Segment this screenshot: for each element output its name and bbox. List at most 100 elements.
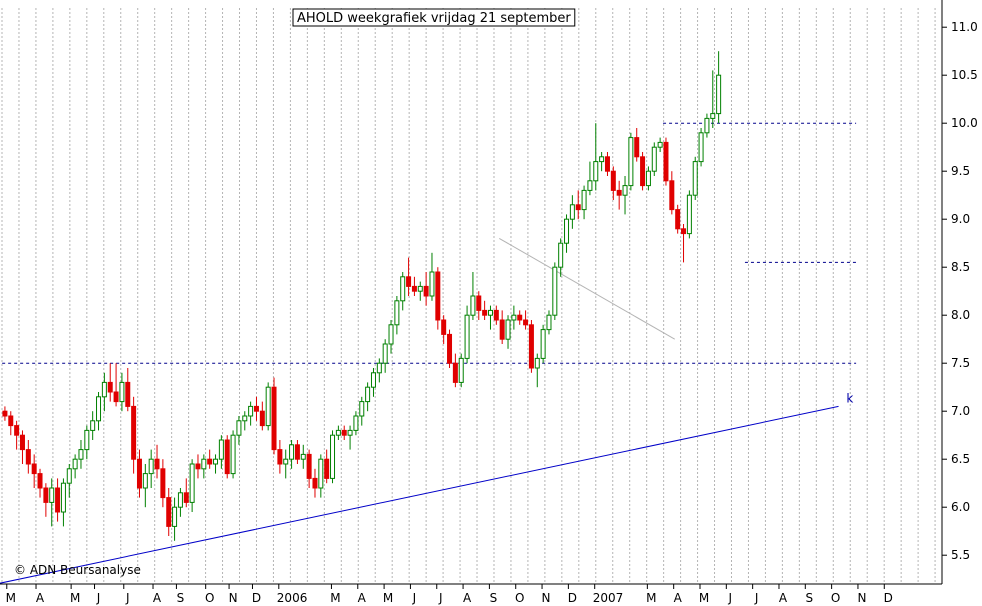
candle bbox=[581, 185, 587, 220]
candle bbox=[686, 190, 692, 239]
candle-body bbox=[476, 295, 482, 311]
candle-body bbox=[55, 487, 61, 513]
candle-body bbox=[634, 137, 640, 158]
candle-body bbox=[353, 415, 359, 431]
y-tick-label: 8.0 bbox=[951, 308, 970, 322]
candle-body bbox=[14, 425, 20, 436]
candle bbox=[470, 272, 476, 320]
x-tick-label: N bbox=[542, 591, 551, 605]
candle bbox=[645, 166, 651, 191]
candle-body bbox=[347, 429, 353, 436]
candle bbox=[43, 483, 49, 517]
candle bbox=[55, 478, 61, 522]
candle bbox=[657, 137, 663, 152]
candle bbox=[142, 464, 148, 508]
candle-body bbox=[259, 410, 265, 427]
candle bbox=[464, 305, 470, 364]
candle bbox=[148, 449, 154, 488]
candle-body bbox=[505, 319, 511, 340]
candle-body bbox=[447, 333, 453, 364]
x-tick-label: J bbox=[728, 591, 733, 605]
x-tick-label: M bbox=[330, 591, 340, 605]
candle-body bbox=[499, 319, 505, 340]
candle bbox=[207, 449, 213, 469]
candle-body bbox=[125, 381, 131, 407]
candle bbox=[681, 224, 687, 263]
candle-body bbox=[195, 463, 201, 470]
candle bbox=[294, 440, 300, 464]
candle bbox=[318, 454, 324, 498]
candle-body bbox=[675, 209, 681, 230]
candle-body bbox=[101, 381, 107, 398]
candle bbox=[271, 377, 277, 455]
candle-body bbox=[25, 449, 31, 465]
candle bbox=[435, 267, 441, 330]
candle bbox=[587, 161, 593, 196]
candle-body bbox=[154, 458, 160, 470]
y-tick-label: 9.5 bbox=[951, 164, 970, 178]
candle-body bbox=[248, 405, 254, 417]
candle bbox=[213, 454, 219, 474]
candle bbox=[546, 310, 552, 335]
candle bbox=[482, 300, 488, 320]
candle bbox=[37, 468, 43, 498]
candle-body bbox=[66, 468, 72, 484]
x-tick-label: J bbox=[412, 591, 417, 605]
y-tick-label: 6.0 bbox=[951, 500, 970, 514]
candle-body bbox=[493, 309, 499, 321]
candle-body bbox=[318, 458, 324, 489]
candle bbox=[663, 137, 669, 186]
candle-body bbox=[72, 458, 78, 470]
candle-body bbox=[213, 458, 219, 465]
candle bbox=[505, 315, 511, 349]
candle-body bbox=[230, 434, 236, 475]
candle-body bbox=[546, 314, 552, 331]
candle bbox=[353, 411, 359, 436]
candle bbox=[101, 372, 107, 412]
candle-body bbox=[224, 439, 230, 475]
x-tick-label: O bbox=[205, 591, 214, 605]
y-tick-label: 9.0 bbox=[951, 212, 970, 226]
candle-body bbox=[604, 156, 610, 172]
x-tick-label: J bbox=[125, 591, 130, 605]
candle bbox=[388, 320, 394, 354]
candle bbox=[669, 171, 675, 215]
candle-body bbox=[628, 137, 634, 187]
candle bbox=[289, 440, 295, 469]
chart-title: AHOLD weekgrafiek vrijdag 21 september bbox=[297, 11, 571, 26]
candle bbox=[166, 488, 172, 536]
y-tick-label: 10.0 bbox=[951, 116, 978, 130]
axes bbox=[0, 0, 943, 585]
candle-body bbox=[716, 74, 722, 115]
x-tick-label: O bbox=[515, 591, 524, 605]
candle bbox=[487, 305, 493, 330]
candle bbox=[242, 411, 248, 431]
candle-body bbox=[599, 156, 605, 163]
candle bbox=[78, 440, 84, 469]
candle-body bbox=[663, 141, 669, 182]
candle-body bbox=[277, 449, 283, 465]
x-tick-label: N bbox=[857, 591, 866, 605]
candle-body bbox=[119, 381, 125, 403]
y-tick-label: 6.5 bbox=[951, 452, 970, 466]
y-tick-label: 7.0 bbox=[951, 404, 970, 418]
candle-body bbox=[84, 429, 90, 451]
candle bbox=[528, 320, 534, 373]
candle bbox=[96, 392, 102, 431]
candle-body bbox=[201, 458, 207, 470]
candle bbox=[569, 195, 575, 229]
candle bbox=[704, 113, 710, 138]
candle bbox=[283, 449, 289, 479]
candle bbox=[558, 238, 564, 277]
candle-body bbox=[19, 434, 25, 451]
candle-body bbox=[2, 410, 8, 417]
channel-top-line bbox=[499, 237, 675, 340]
candle-body bbox=[370, 372, 376, 388]
candle-body bbox=[60, 482, 66, 513]
candle bbox=[622, 176, 628, 215]
candle bbox=[476, 291, 482, 320]
candle-body bbox=[31, 463, 37, 475]
candle bbox=[564, 214, 570, 253]
candle-body bbox=[564, 218, 570, 244]
candle-body bbox=[394, 300, 400, 326]
